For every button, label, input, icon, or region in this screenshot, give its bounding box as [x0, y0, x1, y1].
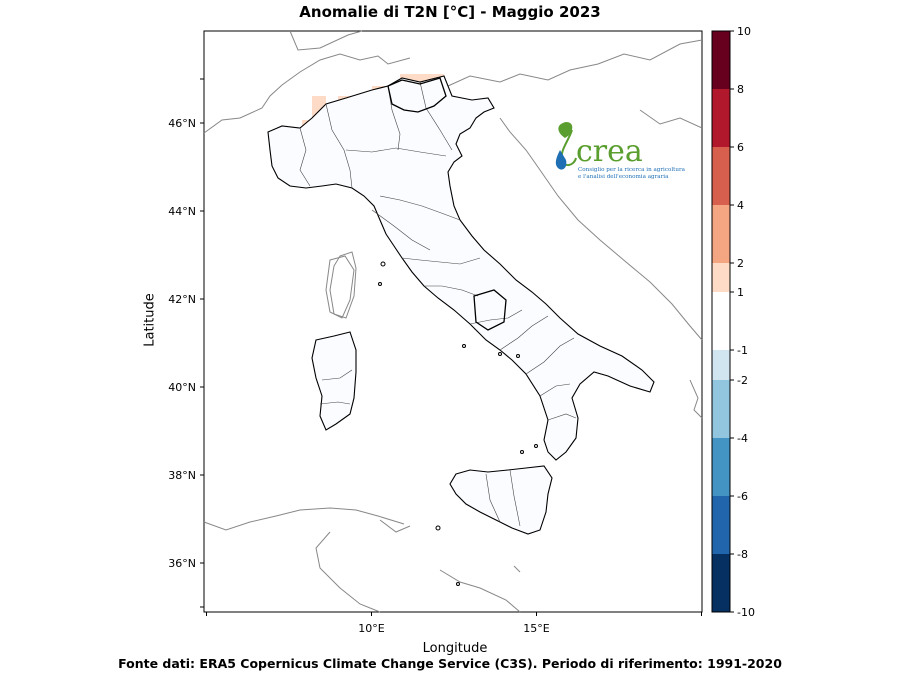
- colorbar-bin: [712, 350, 730, 380]
- crea-logo-line2: e l'analisi dell'economia agraria: [578, 174, 669, 180]
- colorbar-tick-label: 8: [737, 83, 744, 96]
- colorbar-tick-label: -10: [737, 606, 755, 619]
- colorbar-bin: [712, 205, 730, 263]
- corsica: [329, 251, 357, 319]
- y-tick-label: 42°N: [168, 293, 196, 306]
- crea-leaf-icon: [558, 122, 573, 138]
- crea-logo: crea Consiglio per la ricerca in agricol…: [555, 122, 686, 180]
- colorbar-bin: [712, 438, 730, 496]
- crea-drop-icon: [555, 150, 567, 170]
- crea-logo-text: crea: [576, 134, 643, 169]
- y-axis-ticks: 46°N 44°N 42°N 40°N 38°N 36°N: [168, 78, 204, 608]
- map-title: Anomalie di T2N [°C] - Maggio 2023: [299, 3, 601, 21]
- colorbar: [711, 30, 731, 613]
- colorbar-tick-label: -4: [737, 432, 748, 445]
- colorbar-tick-label: 1: [737, 286, 744, 299]
- colorbar-bin: [712, 496, 730, 554]
- neighbour-coastlines: [203, 30, 703, 613]
- source-note: Fonte dati: ERA5 Copernicus Climate Chan…: [118, 656, 782, 671]
- colorbar-tick-label: -2: [737, 374, 748, 387]
- colorbar-outline: [711, 30, 731, 613]
- colorbar-bin: [712, 263, 730, 292]
- colorbar-labels: 10 8 6 4 2 1 -1 -2 -4 -6 -8 -10: [730, 25, 755, 619]
- y-axis-label: Latitude: [142, 293, 158, 347]
- colorbar-tick-label: 10: [737, 25, 751, 38]
- colorbar-tick-label: -1: [737, 344, 748, 357]
- crea-logo-line1: Consiglio per la ricerca in agricoltura: [578, 167, 686, 173]
- colorbar-tick-label: -8: [737, 548, 748, 561]
- colorbar-bin: [712, 292, 730, 350]
- x-axis-ticks: 10°E 15°E: [206, 612, 702, 635]
- small-islands: [378, 261, 538, 586]
- colorbar-bin: [712, 147, 730, 205]
- colorbar-tick-label: 4: [737, 199, 744, 212]
- colorbar-bin: [712, 31, 730, 89]
- x-tick-label: 10°E: [358, 622, 384, 635]
- colorbar-bin: [712, 89, 730, 147]
- y-tick-label: 38°N: [168, 469, 196, 482]
- y-tick-label: 44°N: [168, 205, 196, 218]
- colorbar-bin: [712, 554, 730, 612]
- colorbar-tick-label: 6: [737, 141, 744, 154]
- colorbar-tick-label: -6: [737, 490, 748, 503]
- y-tick-label: 40°N: [168, 381, 196, 394]
- x-axis-label: Longitude: [422, 641, 488, 656]
- region-boundaries: [299, 81, 577, 527]
- x-tick-label: 15°E: [523, 622, 549, 635]
- italy-mainland: [267, 75, 655, 461]
- sardinia: [311, 331, 357, 431]
- colorbar-tick-label: 2: [737, 257, 744, 270]
- sicily: [449, 465, 553, 535]
- y-tick-label: 46°N: [168, 117, 196, 130]
- y-tick-label: 36°N: [168, 557, 196, 570]
- colorbar-bin: [712, 380, 730, 438]
- bold-region-outlines: [387, 77, 507, 331]
